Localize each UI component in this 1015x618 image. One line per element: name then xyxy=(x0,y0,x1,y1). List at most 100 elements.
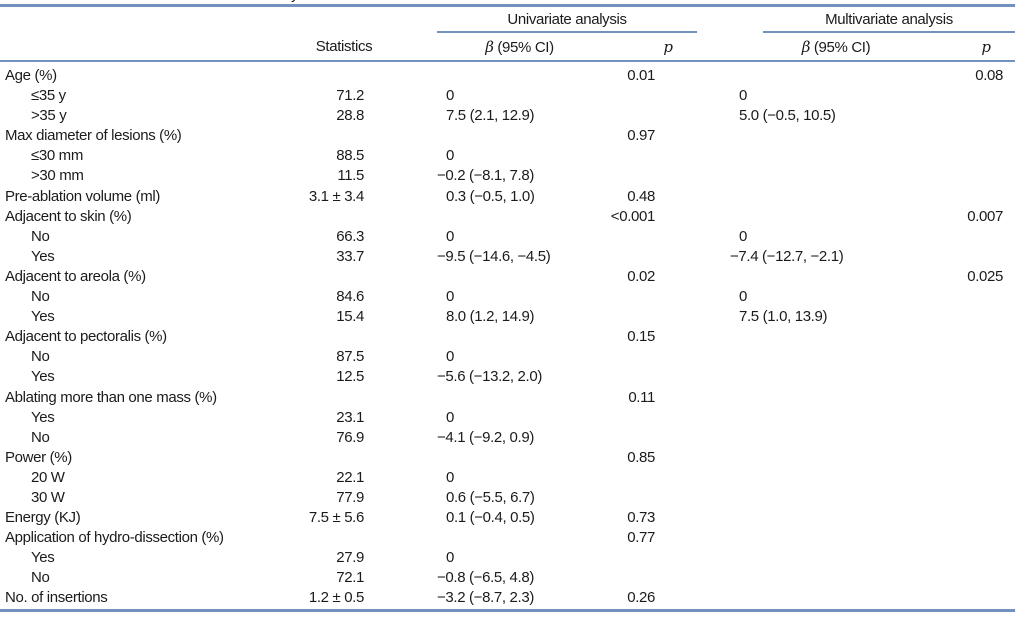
row-label: No xyxy=(31,227,50,245)
univariate-p-value: 0.85 xyxy=(627,448,655,466)
univariate-p-value: 0.01 xyxy=(627,67,655,84)
multivariate-p-value: 0.08 xyxy=(975,67,1003,84)
multivariate-beta-value xyxy=(730,347,900,367)
multivariate-p-value xyxy=(900,287,1015,307)
statistics-value: 1.2 ± 0.5 xyxy=(308,589,364,607)
statistics-column-header: Statistics xyxy=(315,38,373,55)
multivariate-beta-value: −7.4 (−12.7, −2.1) xyxy=(730,247,844,265)
row-label: Adjacent to areola (%) xyxy=(5,267,146,285)
column-group-header-row: Univariate analysis Multivariate analysi… xyxy=(0,7,1015,33)
row-label: >35 y xyxy=(31,107,67,125)
statistics-value: 33.7 xyxy=(336,247,364,265)
univariate-p-value xyxy=(602,247,675,267)
multivariate-beta-value xyxy=(730,126,900,146)
row-label: 20 W xyxy=(31,468,65,486)
univariate-beta-value: −9.5 (−14.6, −4.5) xyxy=(437,247,551,265)
univariate-beta-value xyxy=(437,207,602,227)
univariate-p-value xyxy=(602,227,675,247)
table-row: Ablating more than one mass (%) 0.11 xyxy=(0,388,1015,408)
univariate-p-column-header: p xyxy=(663,37,673,56)
univariate-beta-value xyxy=(437,66,602,86)
row-label: ≤35 y xyxy=(31,87,66,105)
row-label: Ablating more than one mass (%) xyxy=(5,388,217,406)
statistics-value: 15.4 xyxy=(336,308,364,326)
univariate-beta-value: 0 xyxy=(446,348,454,366)
multivariate-p-column-header: p xyxy=(981,37,991,56)
table-row: ≤35 y 71.2 0 0 xyxy=(0,86,1015,106)
multivariate-beta-value xyxy=(730,488,900,508)
multivariate-p-value xyxy=(900,146,1015,166)
table-row: >35 y 28.8 7.5 (2.1, 12.9) 5.0 (−0.5, 10… xyxy=(0,106,1015,126)
univariate-beta-value: 0 xyxy=(446,87,454,105)
univariate-p-value xyxy=(602,106,675,126)
table-row: Yes 23.1 0 xyxy=(0,408,1015,428)
row-label: Yes xyxy=(31,368,55,386)
multivariate-p-value xyxy=(900,528,1015,548)
multivariate-beta-value: 5.0 (−0.5, 10.5) xyxy=(739,107,836,125)
multivariate-p-value xyxy=(900,227,1015,247)
multivariate-beta-value xyxy=(730,367,900,387)
univariate-p-value xyxy=(602,548,675,568)
multivariate-p-value xyxy=(900,86,1015,106)
multivariate-beta-value xyxy=(730,187,900,207)
statistics-value: 7.5 ± 5.6 xyxy=(308,509,364,527)
multivariate-p-value xyxy=(900,126,1015,146)
statistics-value: 76.9 xyxy=(336,428,364,446)
caption-fragment-text: y xyxy=(291,0,305,3)
univariate-beta-column-header: β (95% CI) xyxy=(485,37,554,56)
column-header-row: Statistics β (95% CI) p β (95% CI) p xyxy=(0,33,1015,60)
statistics-value: 87.5 xyxy=(336,348,364,366)
row-label: Yes xyxy=(31,408,55,426)
row-label: Application of hydro-dissection (%) xyxy=(5,529,224,547)
table-row: No 66.3 0 0 xyxy=(0,227,1015,247)
table-caption-fragment: y xyxy=(291,0,305,3)
table-row: No 84.6 0 0 xyxy=(0,287,1015,307)
row-label: Pre-ablation volume (ml) xyxy=(5,187,160,205)
univariate-beta-value: −3.2 (−8.7, 2.3) xyxy=(437,589,534,607)
row-label: Yes xyxy=(31,308,55,326)
table-row: Yes 15.4 8.0 (1.2, 14.9) 7.5 (1.0, 13.9) xyxy=(0,307,1015,327)
table-row: ≤30 mm 88.5 0 xyxy=(0,146,1015,166)
table-row: Yes 27.9 0 xyxy=(0,548,1015,568)
multivariate-p-value xyxy=(900,247,1015,267)
multivariate-beta-column-header: β (95% CI) xyxy=(801,37,871,56)
multivariate-beta-value xyxy=(730,588,900,608)
multivariate-p-value xyxy=(900,588,1015,608)
row-label: No xyxy=(31,428,50,446)
univariate-p-value: 0.77 xyxy=(627,529,655,547)
univariate-p-value xyxy=(602,146,675,166)
multivariate-p-value xyxy=(900,448,1015,468)
table-body: Age (%) 0.01 0.08 ≤35 y 71.2 0 0 >35 y 2… xyxy=(0,66,1015,609)
statistics-value xyxy=(308,207,380,227)
multivariate-beta-value: 7.5 (1.0, 13.9) xyxy=(739,308,828,326)
multivariate-beta-value xyxy=(730,166,900,186)
multivariate-beta-value xyxy=(730,548,900,568)
row-label: No. of insertions xyxy=(5,589,108,607)
univariate-beta-value: −5.6 (−13.2, 2.0) xyxy=(437,368,542,386)
multivariate-p-value xyxy=(900,408,1015,428)
table-row: Adjacent to areola (%) 0.02 0.025 xyxy=(0,267,1015,287)
table-row: Max diameter of lesions (%) 0.97 xyxy=(0,126,1015,146)
multivariate-beta-value xyxy=(730,568,900,588)
statistics-value xyxy=(308,66,380,86)
univariate-p-value: 0.11 xyxy=(628,388,655,406)
univariate-beta-value: 7.5 (2.1, 12.9) xyxy=(446,107,535,125)
row-label: 30 W xyxy=(31,488,65,506)
univariate-p-value xyxy=(602,568,675,588)
univariate-p-value xyxy=(602,287,675,307)
univariate-beta-value xyxy=(437,327,602,347)
table-bottom-rule xyxy=(0,608,1015,612)
header-separator-rule xyxy=(0,60,1015,62)
row-label: Adjacent to pectoralis (%) xyxy=(5,328,167,346)
statistics-value xyxy=(308,327,380,347)
table-row: Energy (KJ) 7.5 ± 5.6 0.1 (−0.4, 0.5) 0.… xyxy=(0,508,1015,528)
row-label: Age (%) xyxy=(5,67,57,84)
multivariate-beta-value xyxy=(730,408,900,428)
univariate-beta-value: 0 xyxy=(446,549,454,567)
univariate-p-value: 0.48 xyxy=(627,187,655,205)
statistics-value: 3.1 ± 3.4 xyxy=(308,187,364,205)
table-row: No. of insertions 1.2 ± 0.5 −3.2 (−8.7, … xyxy=(0,588,1015,608)
row-label: No xyxy=(31,569,50,587)
statistics-value: 71.2 xyxy=(336,87,364,105)
